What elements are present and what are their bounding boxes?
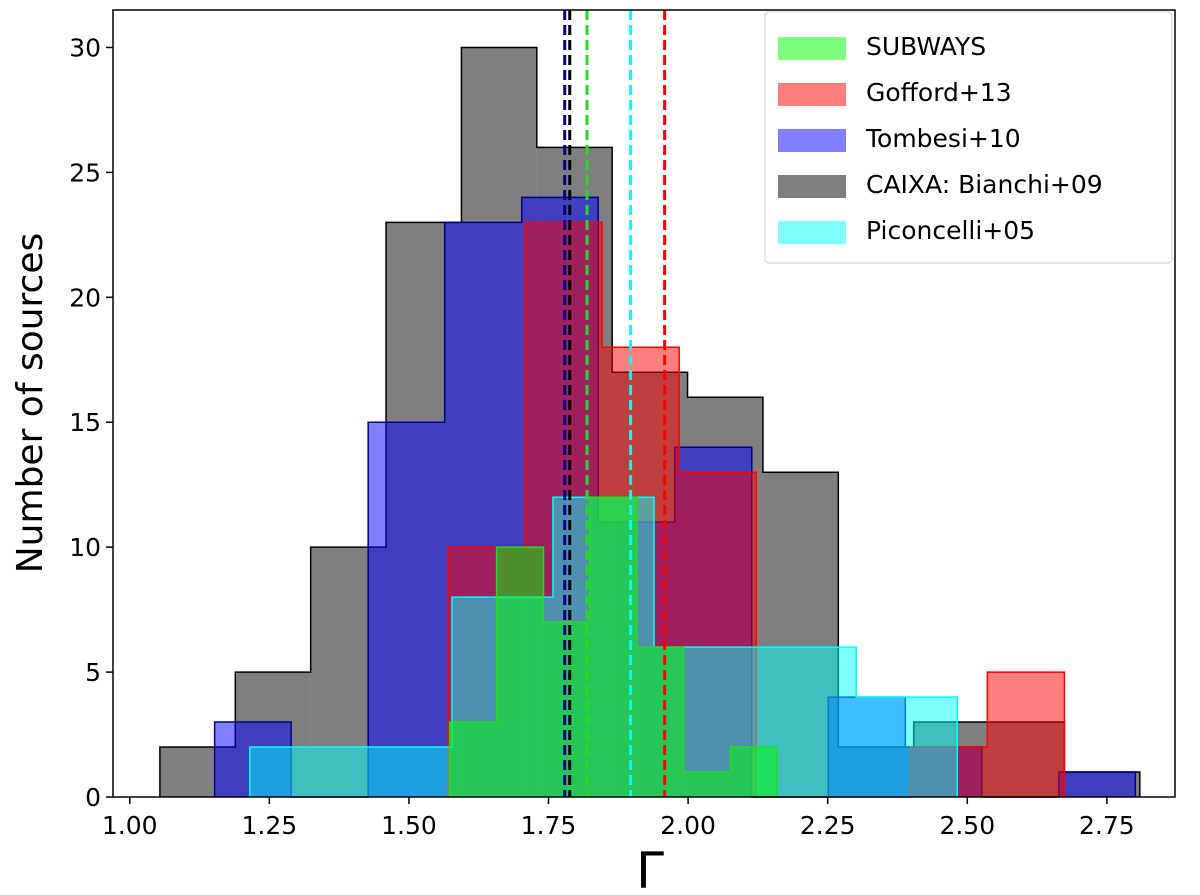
y-tick-label: 20 [69,283,101,312]
legend-label: SUBWAYS [866,32,986,61]
x-tick-label: 2.75 [1079,811,1135,840]
histogram-outline [447,221,1066,798]
x-tick-label: 1.25 [242,811,298,840]
histogram-bar [636,647,684,797]
legend-swatch [778,129,846,152]
legend-label: CAIXA: Bianchi+09 [866,170,1103,199]
y-tick-label: 30 [69,33,101,62]
legend-frame [764,11,1173,264]
histogram-bar [987,672,1065,797]
histogram-bar [1058,772,1136,797]
histogram-bar [589,497,637,797]
y-axis-label: Number of sources [10,233,51,574]
histogram-bar [449,722,497,797]
x-tick-label: 2.00 [660,811,716,840]
legend-swatch [778,37,846,60]
histogram-bar [730,747,777,797]
x-tick-label: 2.50 [939,811,995,840]
x-tick-label: 1.75 [521,811,577,840]
histogram-outline [448,496,778,797]
histogram-bar [543,622,590,797]
y-tick-label: 5 [85,658,101,687]
x-axis-label: Γ [636,842,664,895]
histogram-bar [249,747,351,797]
y-tick-label: 0 [85,783,101,812]
histogram-bar [496,547,544,797]
legend-swatch [778,83,846,106]
histogram-bar [856,697,958,797]
legend-label: Tombesi+10 [865,124,1021,153]
y-tick-label: 10 [69,533,101,562]
legend-swatch [778,221,846,244]
x-tick-label: 2.25 [800,811,856,840]
x-tick-label: 1.50 [381,811,437,840]
y-tick-label: 25 [69,158,101,187]
y-tick-label: 15 [69,408,101,437]
legend-label: Gofford+13 [866,78,1012,107]
legend: SUBWAYS Gofford+13 Tombesi+10 CAIXA: Bianch… [764,11,1173,264]
histogram-bar [350,747,452,797]
legend-label: Piconcelli+05 [866,216,1035,245]
legend-swatch [778,175,846,198]
histogram-bar [683,772,731,797]
x-tick-label: 1.00 [102,811,158,840]
histogram-bar [368,422,445,797]
plot-frame [112,9,1176,798]
